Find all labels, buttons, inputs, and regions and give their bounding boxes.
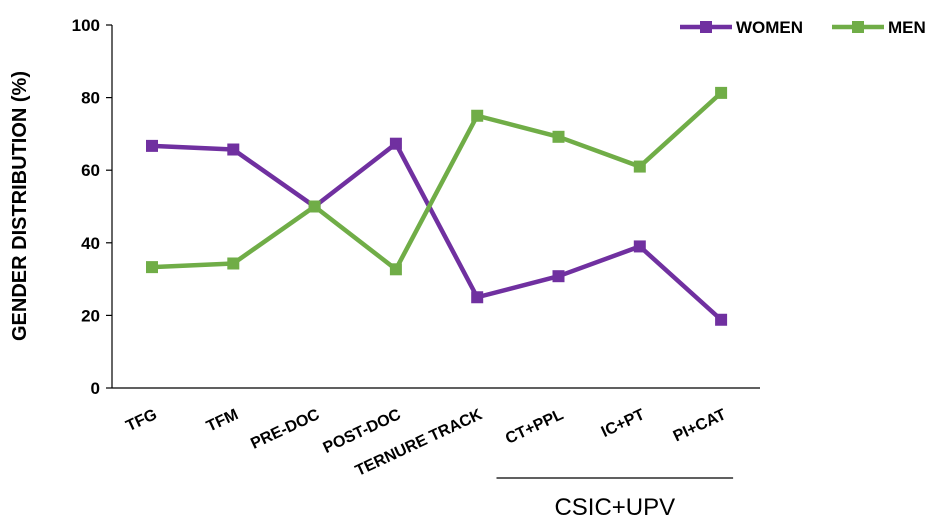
legend: WOMEN MEN	[680, 18, 926, 37]
y-tick-label: 0	[91, 379, 100, 398]
series-line	[151, 141, 723, 322]
x-tick-label: PI+CAT	[671, 406, 729, 445]
series-women	[146, 137, 728, 326]
axes	[111, 25, 760, 389]
data-point	[633, 240, 646, 253]
y-tick-label: 100	[72, 16, 100, 35]
data-point	[715, 86, 728, 99]
data-point	[146, 261, 158, 274]
y-tick-label: 40	[81, 234, 100, 253]
data-point	[471, 109, 484, 122]
x-tick-label: IC+PT	[599, 406, 648, 441]
y-tick-label: 20	[81, 306, 100, 325]
legend-label: WOMEN	[736, 18, 803, 37]
data-point	[552, 130, 565, 143]
series-men	[146, 86, 728, 276]
data-point	[227, 143, 240, 156]
data-point	[389, 263, 402, 276]
data-point	[389, 137, 402, 150]
y-axis-title: GENDER DISTRIBUTION (%)	[9, 71, 31, 341]
data-point	[471, 291, 484, 304]
data-point	[552, 270, 565, 283]
legend-label: MEN	[888, 18, 926, 37]
legend-item-women: WOMEN	[680, 18, 803, 37]
series-layer	[146, 86, 728, 326]
x-tick-label: PRE-DOC	[248, 406, 322, 453]
legend-marker	[852, 21, 864, 33]
group-annotation: CSIC+UPV	[496, 477, 734, 521]
data-point	[227, 257, 240, 270]
x-tick-label: CT+PPL	[503, 406, 566, 448]
legend-item-men: MEN	[832, 18, 926, 37]
x-tick-label: TFM	[204, 406, 241, 435]
data-point	[308, 200, 321, 213]
x-tick-label: TFG	[124, 406, 160, 435]
group-label: CSIC+UPV	[554, 494, 675, 521]
data-point	[633, 160, 646, 173]
y-ticks: 0 20 40 60 80 100	[72, 16, 112, 398]
legend-marker	[700, 21, 712, 33]
data-point	[715, 313, 728, 326]
data-point	[146, 139, 158, 152]
y-tick-label: 60	[81, 161, 100, 180]
series-line	[151, 91, 723, 272]
y-tick-label: 80	[81, 89, 100, 108]
